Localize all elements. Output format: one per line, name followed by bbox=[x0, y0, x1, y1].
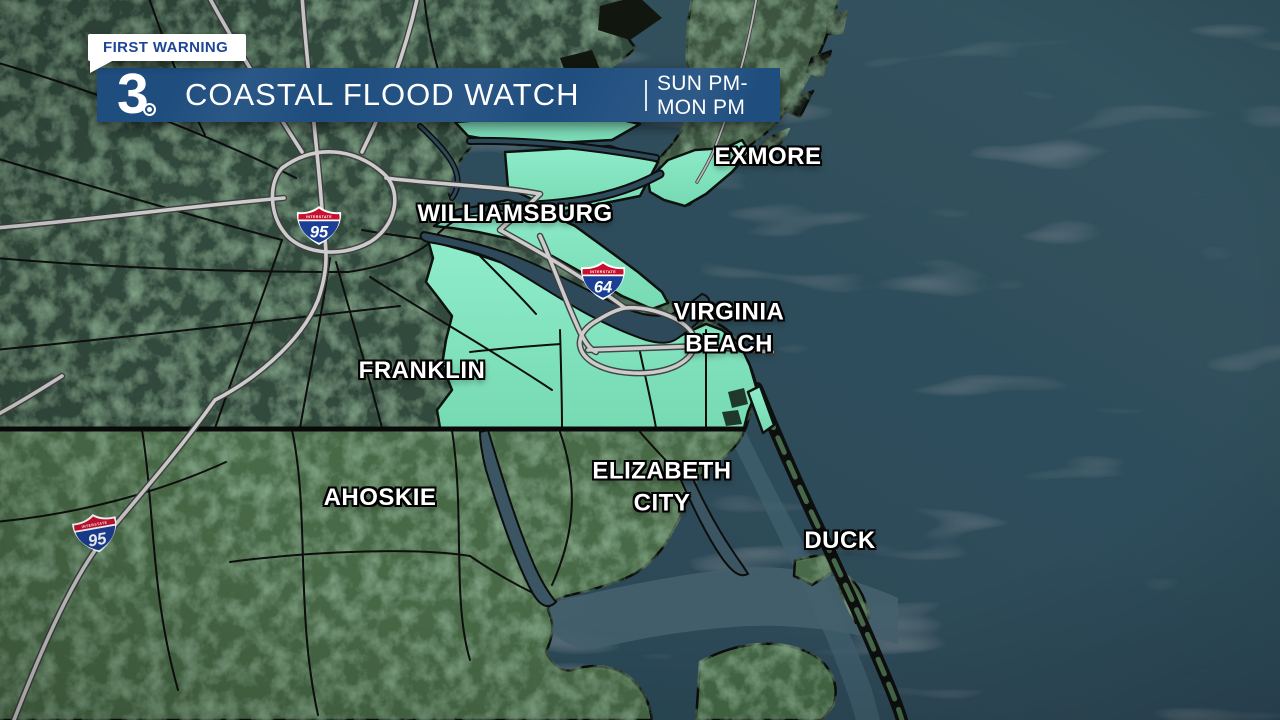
map-label-virginia-beach: VIRGINIA BEACH bbox=[674, 296, 785, 359]
banner-divider bbox=[645, 80, 647, 111]
map-label-text: DUCK bbox=[804, 527, 876, 555]
alert-banner: 3 COASTAL FLOOD WATCH SUN PM- MON PM bbox=[97, 68, 780, 122]
map-label-text: BEACH bbox=[685, 330, 773, 357]
cbs-eye-icon bbox=[142, 103, 156, 116]
rivers bbox=[417, 123, 750, 608]
timeframe-line1: SUN PM- bbox=[657, 72, 748, 95]
interstate-shields: INTERSTATE 95 INTERSTATE 95 INTERSTATE 6… bbox=[72, 206, 626, 553]
map-label-text: WILLIAMSBURG bbox=[417, 200, 613, 228]
map-label-duck: DUCK bbox=[804, 525, 875, 557]
map-label-text: CITY bbox=[633, 489, 691, 516]
route-number: 64 bbox=[594, 279, 612, 297]
route-number: 95 bbox=[87, 530, 109, 551]
route-number: 95 bbox=[310, 224, 329, 242]
county-borders bbox=[0, 0, 708, 716]
alert-title: COASTAL FLOOD WATCH bbox=[185, 77, 580, 112]
interstate-shield-i95-north: INTERSTATE 95 bbox=[296, 206, 342, 245]
outer-banks bbox=[751, 382, 908, 720]
alert-timeframe: SUN PM- MON PM bbox=[657, 72, 748, 120]
map-label-elizabeth-city: ELIZABETH CITY bbox=[592, 455, 731, 518]
timeframe-line2: MON PM bbox=[657, 96, 746, 119]
interstate-word: INTERSTATE bbox=[81, 521, 108, 529]
interstate-shield-i64: INTERSTATE 64 bbox=[580, 261, 626, 300]
interstate-shield-i95-south: INTERSTATE 95 bbox=[72, 514, 117, 553]
map-label-text: AHOSKIE bbox=[323, 484, 437, 512]
map-label-text: VIRGINIA bbox=[673, 298, 785, 326]
map-label-text: FRANKLIN bbox=[358, 357, 486, 385]
interstate-word: INTERSTATE bbox=[590, 270, 616, 274]
map-label-franklin: FRANKLIN bbox=[359, 355, 486, 387]
interstate-word: INTERSTATE bbox=[306, 215, 332, 219]
map-label-text: ELIZABETH bbox=[592, 457, 732, 485]
map-label-exmore: EXMORE bbox=[714, 141, 821, 173]
map-label-ahoskie: AHOSKIE bbox=[324, 482, 437, 514]
map-label-text: EXMORE bbox=[714, 143, 822, 171]
station-logo: 3 bbox=[117, 68, 156, 122]
kicker-text: FIRST WARNING bbox=[103, 39, 229, 56]
map-label-williamsburg: WILLIAMSBURG bbox=[417, 198, 612, 230]
kicker-badge: FIRST WARNING bbox=[88, 34, 247, 73]
